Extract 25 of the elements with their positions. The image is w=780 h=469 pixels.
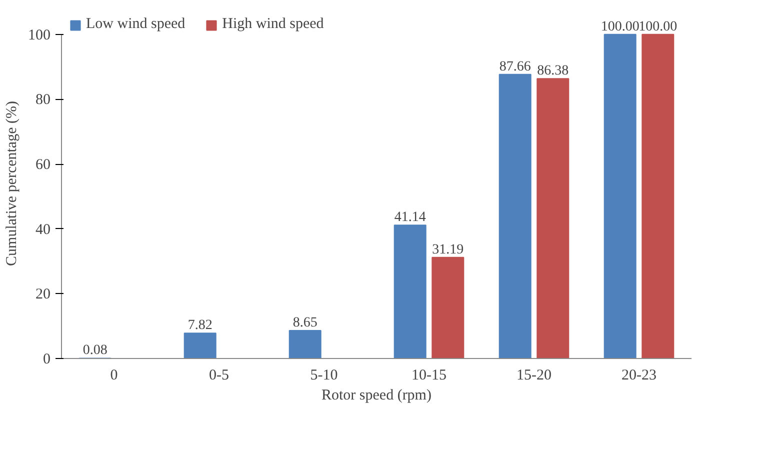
data-label: 100.00 [600,19,640,34]
y-tick-label: 60 [36,157,50,174]
x-tick-label: 20-23 [622,368,656,384]
y-tick-label: 100 [28,27,50,44]
y-tick-label: 20 [36,286,50,303]
x-tick-label: 0-5 [209,368,229,384]
x-tick-label: 0 [110,368,118,384]
y-tick-label: 0 [43,352,50,368]
x-axis-title: Rotor speed (rpm) [322,388,432,404]
data-label: 100.00 [638,19,678,34]
data-label: 87.66 [499,59,531,74]
y-tick-label: 80 [36,92,50,108]
x-tick-label: 15-20 [516,368,552,384]
legend-label: High wind speed [222,16,324,33]
data-label: 86.38 [537,64,569,79]
x-tick-label: 5-10 [310,368,338,384]
data-label: 0.08 [82,343,108,358]
y-tick-label: 40 [36,222,50,238]
data-label: 8.65 [292,315,318,330]
data-label: 31.19 [432,242,464,258]
legend-label: Low wind speed [86,16,186,33]
x-tick-label: 10-15 [412,368,446,384]
y-axis-title: Cumulative percentage (%) [4,101,20,266]
data-label: 41.14 [394,210,426,226]
data-label: 7.82 [188,318,212,334]
